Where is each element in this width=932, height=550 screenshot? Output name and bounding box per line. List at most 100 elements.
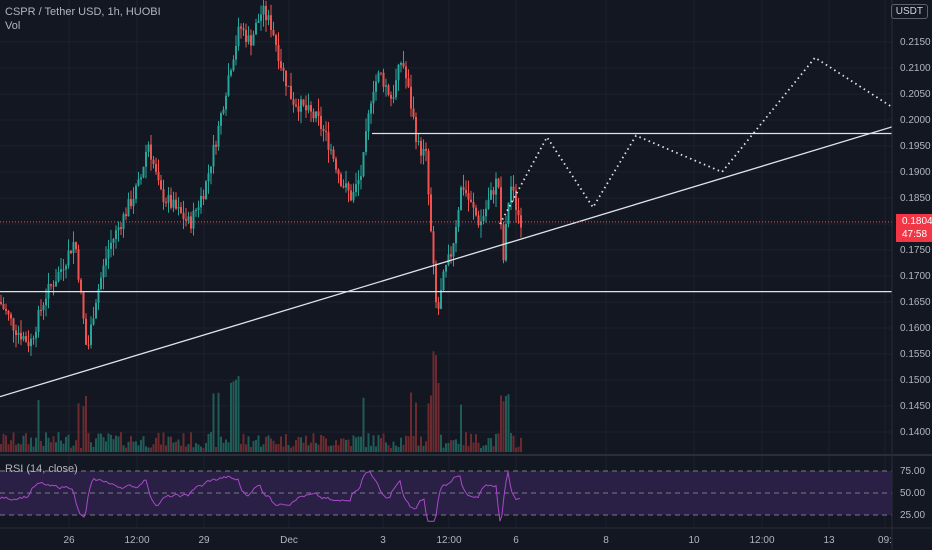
volume-bar — [455, 439, 457, 452]
candle-body — [502, 224, 505, 261]
symbol-title[interactable]: CSPR / Tether USD, 1h, HUOBI — [5, 6, 161, 18]
volume-bar — [445, 443, 447, 452]
candle-body — [342, 186, 345, 188]
volume-indicator-label[interactable]: Vol — [5, 20, 21, 32]
volume-bar — [462, 445, 465, 452]
candle-body — [415, 116, 417, 142]
candle-body — [390, 94, 392, 99]
candle-body — [452, 243, 455, 257]
volume-bar — [410, 392, 412, 452]
candle-body — [17, 332, 20, 335]
price-tick-label: 0.1700 — [900, 271, 931, 282]
volume-bar — [502, 401, 505, 452]
candle-body — [215, 144, 217, 147]
volume-bar — [142, 436, 145, 452]
volume-bar — [62, 443, 65, 452]
candle-body — [255, 22, 257, 35]
candle-body — [510, 186, 512, 203]
candle-body — [347, 183, 350, 191]
volume-bar — [515, 447, 517, 452]
volume-bar — [335, 440, 337, 452]
volume-bar — [422, 445, 425, 452]
bar-countdown: 47:58 — [902, 229, 928, 240]
candle-body — [177, 206, 180, 209]
candle-body — [497, 178, 500, 188]
volume-bar — [380, 438, 382, 452]
volume-bar — [350, 446, 352, 452]
candle-body — [457, 210, 460, 228]
candle-body — [337, 169, 340, 175]
candle-body — [40, 309, 42, 311]
drawing-tools[interactable] — [0, 56, 893, 398]
volume-bar — [172, 442, 175, 452]
candle-body — [42, 305, 45, 311]
volume-bar — [367, 433, 370, 452]
candle-body — [200, 195, 202, 208]
projection-path[interactable] — [499, 56, 893, 225]
volume-bar — [330, 445, 332, 452]
candle-body — [367, 113, 370, 132]
candle-body — [352, 191, 355, 201]
volume-bar — [230, 382, 232, 452]
candle-body — [290, 85, 292, 100]
volume-bar — [352, 435, 355, 452]
candle-body — [300, 99, 302, 112]
volume-bar — [192, 447, 195, 452]
time-tick-label: 12:00 — [749, 535, 774, 546]
volume-bar — [70, 447, 72, 452]
candle-body — [297, 106, 300, 112]
volume-bar — [390, 447, 392, 452]
volume-bar — [25, 433, 27, 452]
candle-body — [380, 72, 382, 74]
candle-body — [90, 324, 92, 346]
candle-body — [157, 171, 160, 181]
candle-body — [472, 201, 475, 208]
volume-bar — [115, 435, 117, 452]
candle-body — [82, 292, 85, 319]
rsi-tick-label: 75.00 — [900, 466, 925, 477]
candle-body — [360, 176, 362, 180]
candle-body — [227, 75, 230, 96]
time-tick-label: 29 — [198, 535, 210, 546]
candle-body — [70, 250, 72, 254]
rsi-indicator — [0, 470, 521, 522]
candle-body — [182, 212, 185, 220]
candle-body — [485, 208, 487, 217]
candle-body — [190, 216, 192, 229]
time-tick-label: 6 — [513, 535, 519, 546]
volume-bar — [100, 433, 102, 452]
candle-body — [345, 183, 347, 188]
volume-bar — [370, 445, 372, 452]
candle-body — [350, 190, 352, 201]
rsi-tick-label: 50.00 — [900, 488, 925, 499]
rsi-indicator-label[interactable]: RSI (14, close) — [5, 463, 78, 475]
candle-body — [285, 70, 287, 87]
volume-bar — [520, 437, 522, 452]
candle-body — [482, 216, 485, 222]
candle-body — [115, 230, 117, 240]
candle-body — [417, 140, 420, 142]
candle-body — [280, 61, 282, 68]
volume-bar — [412, 435, 415, 452]
volume-bar — [95, 438, 97, 452]
candle-body — [252, 34, 255, 46]
candle-body — [400, 63, 402, 65]
currency-badge[interactable]: USDT — [890, 4, 928, 19]
price-tick-label: 0.1500 — [900, 375, 931, 386]
price-tick-label: 0.1400 — [900, 427, 931, 438]
volume-bar — [110, 434, 112, 452]
volume-bar — [240, 443, 242, 452]
candle-body — [307, 105, 310, 111]
time-axis[interactable]: 26 12:00 29 Dec 3 12:00 6 8 10 12:00 13 09: — [0, 527, 932, 546]
volume-bar — [105, 441, 107, 452]
time-tick-label: 10 — [688, 535, 700, 546]
volume-bar — [222, 442, 225, 452]
price-tick-label: 0.2000 — [900, 115, 931, 126]
candle-body — [147, 144, 150, 152]
volume-bar — [325, 438, 327, 452]
trendline[interactable] — [0, 126, 893, 398]
volume-bar — [292, 446, 295, 452]
candle-body — [75, 242, 77, 250]
price-axis[interactable]: 0.2150 0.2100 0.2050 0.2000 0.1950 0.1900 0.18… — [891, 0, 931, 550]
